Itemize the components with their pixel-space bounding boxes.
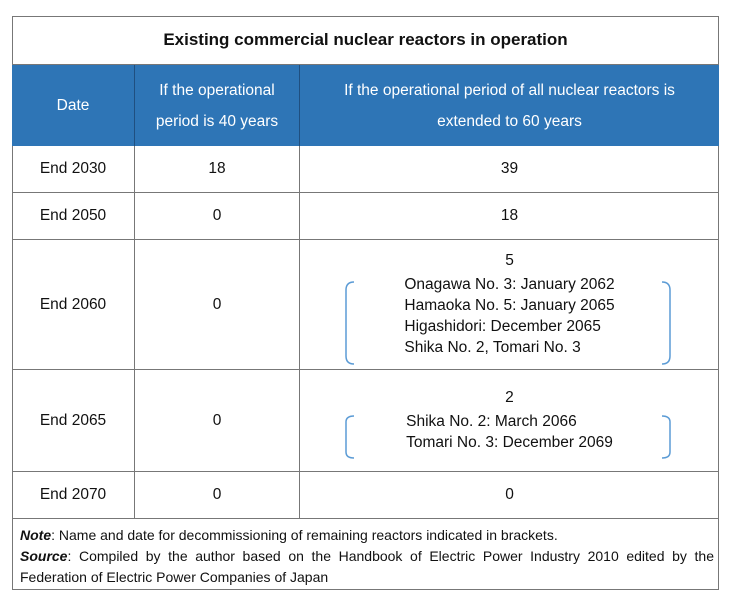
row-60-cell: 5 Onagawa No. 3: January 2062 Hamaoka No… bbox=[300, 240, 719, 370]
header-60-years: If the operational period of all nuclear… bbox=[300, 65, 719, 146]
row-60-value: 18 bbox=[300, 193, 719, 240]
right-bracket-icon bbox=[661, 415, 671, 459]
right-bracket-icon bbox=[661, 281, 671, 365]
row-60-value: 5 bbox=[505, 251, 514, 269]
header-40-years: If the operational period is 40 years bbox=[135, 65, 300, 146]
reactor-item: Shika No. 2: March 2066 bbox=[406, 412, 577, 430]
row-40-value: 0 bbox=[135, 193, 300, 240]
reactor-list: Shika No. 2: March 2066 Tomari No. 3: De… bbox=[406, 411, 613, 453]
row-60-value: 0 bbox=[300, 472, 719, 519]
row-60-cell: 2 Shika No. 2: March 2066 Tomari No. 3: … bbox=[300, 370, 719, 472]
row-date: End 2070 bbox=[12, 472, 135, 519]
header-date: Date bbox=[12, 65, 135, 146]
table-footnote: Note: Name and date for decommissioning … bbox=[20, 525, 714, 588]
reactor-item: Shika No. 2, Tomari No. 3 bbox=[404, 338, 581, 356]
row-60-value: 39 bbox=[300, 146, 719, 193]
row-date: End 2060 bbox=[12, 240, 135, 370]
reactor-item: Hamaoka No. 5: January 2065 bbox=[404, 296, 615, 314]
reactor-list: Onagawa No. 3: January 2062 Hamaoka No. … bbox=[404, 274, 614, 358]
reactor-item: Tomari No. 3: December 2069 bbox=[406, 433, 613, 451]
note-label: Note bbox=[20, 527, 52, 543]
reactor-item: Onagawa No. 3: January 2062 bbox=[404, 275, 615, 293]
reactor-item: Higashidori: December 2065 bbox=[404, 317, 601, 335]
left-bracket-icon bbox=[345, 281, 355, 365]
row-date: End 2065 bbox=[12, 370, 135, 472]
row-60-value: 2 bbox=[505, 388, 514, 406]
source-label: Source bbox=[20, 548, 68, 564]
row-40-value: 0 bbox=[135, 472, 300, 519]
row-date: End 2030 bbox=[12, 146, 135, 193]
row-40-value: 0 bbox=[135, 240, 300, 370]
row-40-value: 0 bbox=[135, 370, 300, 472]
note: Note: Name and date for decommissioning … bbox=[20, 525, 714, 546]
table-title: Existing commercial nuclear reactors in … bbox=[12, 16, 719, 65]
table-frame bbox=[12, 16, 719, 590]
source-text: : Compiled by the author based on the Ha… bbox=[20, 548, 714, 585]
source: Source: Compiled by the author based on … bbox=[20, 546, 714, 588]
note-text: : Name and date for decommissioning of r… bbox=[51, 527, 558, 543]
row-40-value: 18 bbox=[135, 146, 300, 193]
row-date: End 2050 bbox=[12, 193, 135, 240]
left-bracket-icon bbox=[345, 415, 355, 459]
